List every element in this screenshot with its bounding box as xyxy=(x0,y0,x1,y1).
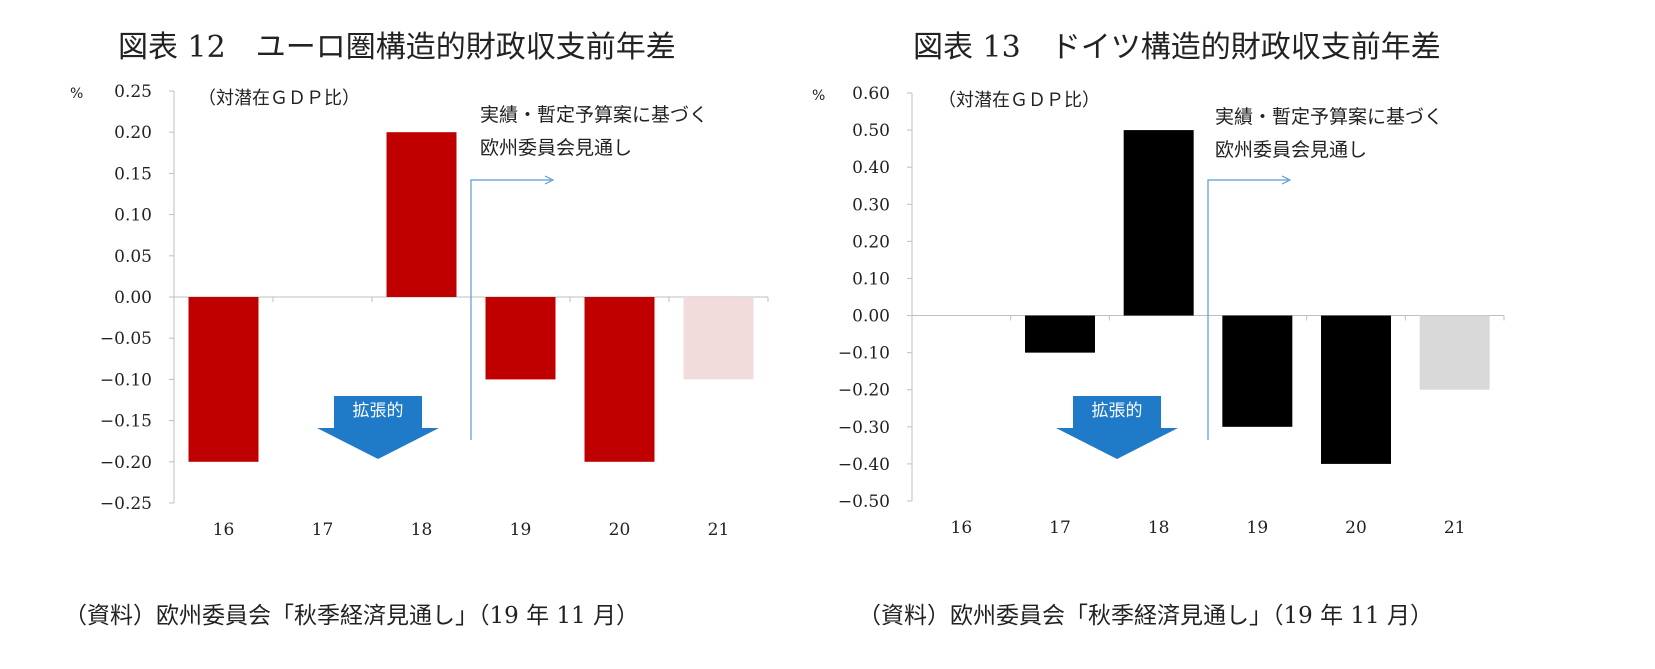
bar-19 xyxy=(1222,315,1293,427)
arrow-label: 拡張的 xyxy=(353,401,404,421)
y-tick-label: 0.50 xyxy=(852,121,890,141)
divider-arrowhead xyxy=(1281,175,1292,185)
y-tick-label: 0.60 xyxy=(852,84,890,104)
x-tick-label: 16 xyxy=(213,520,235,540)
chart-note: （対潜在ＧＤＰ比） xyxy=(198,88,360,109)
expansionary-arrow-icon xyxy=(317,396,439,459)
y-tick-label: 0.00 xyxy=(114,288,152,308)
chart-note: （対潜在ＧＤＰ比） xyxy=(938,90,1100,111)
y-tick-label: 0.15 xyxy=(114,164,152,184)
chart-panel-eurozone: 図表 12 ユーロ圏構造的財政収支前年差 % （対潜在ＧＤＰ比） 0.25 0.20 0… xyxy=(0,0,820,669)
y-tick-label: 0.40 xyxy=(852,158,890,178)
bar-21 xyxy=(1419,315,1490,390)
bar-18 xyxy=(1123,130,1194,316)
bar-chart-germany: % （対潜在ＧＤＰ比） 0.60 0.50 0.40 0.30 0.20 0.10 0.00 −0… xyxy=(812,84,1505,538)
y-tick-label: 0.30 xyxy=(852,195,890,215)
arrow-label: 拡張的 xyxy=(1092,401,1143,421)
chart-title: 図表 13 ドイツ構造的財政収支前年差 xyxy=(913,30,1441,65)
y-tick-label: 0.20 xyxy=(852,232,890,252)
y-tick-label: −0.05 xyxy=(100,329,152,349)
y-tick-label: −0.20 xyxy=(100,453,152,473)
y-tick-label: 0.20 xyxy=(114,123,152,143)
bar-19 xyxy=(485,297,556,380)
y-tick-label: −0.40 xyxy=(838,455,890,475)
y-tick-label: −0.50 xyxy=(838,492,890,512)
divider-arrowhead xyxy=(544,175,555,185)
y-tick-label: −0.25 xyxy=(100,494,152,514)
x-tick-label: 20 xyxy=(1345,518,1367,538)
y-tick-label: 0.25 xyxy=(114,82,152,102)
forecast-annotation: 欧州委員会見通し xyxy=(1215,139,1367,161)
y-tick-label: −0.20 xyxy=(838,381,890,401)
y-tick-label: −0.30 xyxy=(838,418,890,438)
bar-20 xyxy=(1321,315,1391,464)
chart-title: 図表 12 ユーロ圏構造的財政収支前年差 xyxy=(118,30,676,65)
chart-source: （資料）欧州委員会「秋季経済見通し」（19 年 11 月） xyxy=(858,603,1433,629)
x-tick-label: 16 xyxy=(951,518,973,538)
x-tick-label: 20 xyxy=(609,520,631,540)
x-tick-label: 17 xyxy=(312,520,334,540)
y-tick-label: 0.00 xyxy=(852,307,890,327)
bar-18 xyxy=(386,132,457,297)
chart-panel-germany: 図表 13 ドイツ構造的財政収支前年差 % （対潜在ＧＤＰ比） 0.60 0.50 0.… xyxy=(812,0,1640,669)
bar-21 xyxy=(683,297,754,380)
x-tick-label: 18 xyxy=(1148,518,1170,538)
y-tick-label: −0.10 xyxy=(838,344,890,364)
x-tick-label: 19 xyxy=(1247,518,1269,538)
forecast-divider-line xyxy=(470,179,551,440)
y-tick-label: 0.10 xyxy=(114,206,152,226)
bar-16 xyxy=(188,297,259,462)
y-unit-label: % xyxy=(812,88,825,104)
bar-chart-eurozone: % （対潜在ＧＤＰ比） 0.25 0.20 0.15 0.10 0.05 0.00 −0.05 −… xyxy=(70,82,769,540)
expansionary-arrow-icon xyxy=(1056,396,1178,459)
x-tick-label: 21 xyxy=(708,520,730,540)
forecast-annotation: 実績・暫定予算案に基づく xyxy=(1215,106,1443,128)
x-tick-label: 17 xyxy=(1049,518,1071,538)
y-unit-label: % xyxy=(70,86,83,102)
y-tick-label: −0.15 xyxy=(100,412,152,432)
bar-20 xyxy=(584,297,655,462)
y-tick-label: 0.10 xyxy=(852,269,890,289)
y-tick-label: −0.10 xyxy=(100,370,152,390)
y-tick-label: 0.05 xyxy=(114,247,152,267)
x-tick-label: 21 xyxy=(1444,518,1466,538)
forecast-divider-line xyxy=(1207,179,1288,440)
bar-17 xyxy=(1025,315,1095,353)
x-tick-label: 19 xyxy=(510,520,532,540)
forecast-annotation: 実績・暫定予算案に基づく xyxy=(480,104,708,126)
x-tick-label: 18 xyxy=(411,520,433,540)
forecast-annotation: 欧州委員会見通し xyxy=(480,137,632,159)
chart-source: （資料）欧州委員会「秋季経済見通し」（19 年 11 月） xyxy=(64,603,639,629)
